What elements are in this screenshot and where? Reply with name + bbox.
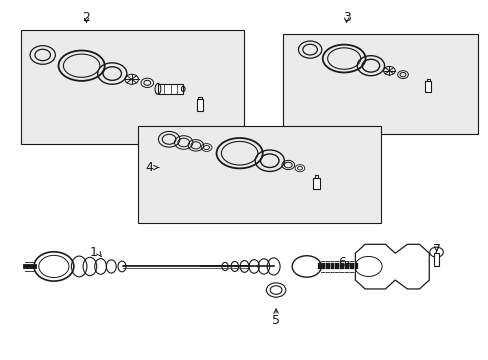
Bar [137,126,380,223]
Text: 7: 7 [432,243,440,256]
Bar [283,33,477,134]
Bar [433,253,439,266]
Bar [158,84,183,94]
Bar [314,175,318,178]
Text: 6: 6 [337,256,345,269]
Text: 1: 1 [90,246,98,258]
Bar [196,99,203,111]
Bar [425,81,430,91]
Bar [198,97,201,99]
Text: 2: 2 [82,11,90,24]
Bar [426,79,429,81]
Text: 4: 4 [145,161,153,174]
Bar [21,30,244,144]
Text: 5: 5 [271,314,280,327]
Text: 3: 3 [342,11,350,24]
Bar [313,178,319,189]
